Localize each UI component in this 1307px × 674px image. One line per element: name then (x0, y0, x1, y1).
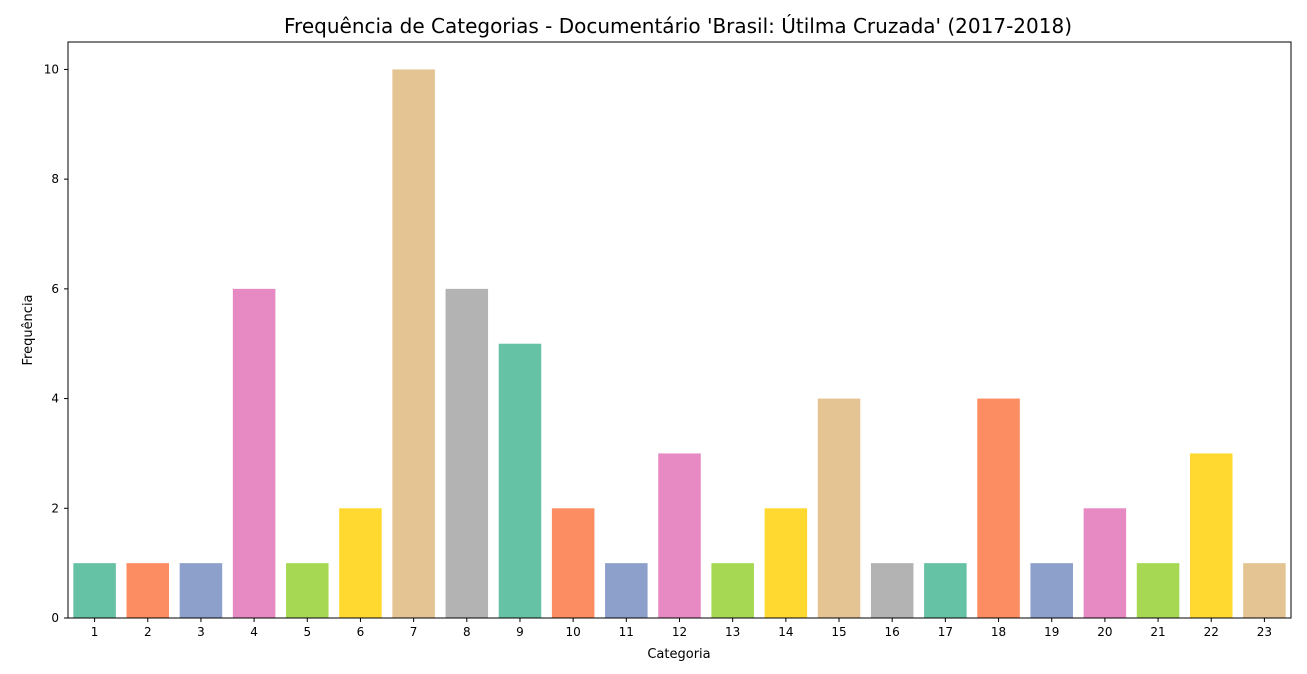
x-tick-label: 23 (1257, 625, 1272, 639)
bars-group (73, 69, 1286, 618)
x-tick-label: 22 (1204, 625, 1219, 639)
bar-category-9 (498, 343, 542, 618)
y-tick-label: 6 (51, 282, 59, 296)
x-tick-label: 9 (516, 625, 524, 639)
bar-category-21 (1136, 563, 1180, 618)
x-tick-label: 12 (672, 625, 687, 639)
bar-category-16 (870, 563, 914, 618)
bar-category-13 (711, 563, 754, 618)
x-tick-label: 3 (197, 625, 205, 639)
bar-category-4 (232, 288, 276, 618)
y-axis-ticks: 0 2 4 6 8 10 (44, 62, 68, 625)
bar-category-20 (1083, 508, 1127, 618)
x-tick-label: 11 (619, 625, 634, 639)
bar-category-1 (73, 563, 116, 618)
bar-category-15 (817, 398, 861, 618)
bar-category-8 (445, 288, 489, 618)
x-tick-label: 20 (1097, 625, 1112, 639)
x-tick-label: 4 (250, 625, 258, 639)
x-tick-label: 13 (725, 625, 740, 639)
y-tick-label: 0 (51, 611, 59, 625)
y-tick-label: 10 (44, 62, 59, 76)
x-tick-label: 14 (778, 625, 793, 639)
bar-category-17 (924, 563, 967, 618)
x-tick-label: 17 (938, 625, 953, 639)
bar-category-18 (977, 398, 1020, 618)
x-tick-label: 5 (303, 625, 311, 639)
y-tick-label: 8 (51, 172, 59, 186)
bar-category-7 (392, 69, 435, 618)
x-axis-label: Categoria (647, 647, 710, 662)
x-tick-label: 2 (144, 625, 152, 639)
bar-category-6 (339, 508, 382, 618)
x-tick-label: 16 (885, 625, 900, 639)
x-tick-label: 8 (463, 625, 471, 639)
x-tick-label: 6 (357, 625, 365, 639)
bar-category-3 (179, 563, 223, 618)
x-tick-label: 19 (1044, 625, 1059, 639)
x-tick-label: 1 (91, 625, 99, 639)
chart-title: Frequência de Categorias - Documentário … (284, 14, 1072, 38)
x-tick-label: 10 (566, 625, 581, 639)
bar-category-19 (1030, 563, 1073, 618)
bar-category-23 (1243, 563, 1286, 618)
x-tick-label: 7 (410, 625, 418, 639)
x-tick-label: 15 (831, 625, 846, 639)
bar-category-14 (764, 508, 808, 618)
bar-category-11 (605, 563, 648, 618)
x-tick-label: 18 (991, 625, 1006, 639)
x-axis-ticks: 1 2 3 4 5 6 7 8 9 10 11 12 13 14 15 16 17 18 19 20 21 22 23 (91, 618, 1272, 639)
y-tick-label: 2 (51, 501, 59, 515)
y-tick-label: 4 (51, 392, 59, 406)
bar-category-2 (126, 563, 170, 618)
bar-category-10 (551, 508, 595, 618)
x-tick-label: 21 (1150, 625, 1165, 639)
bar-category-22 (1189, 453, 1233, 618)
y-axis-label: Frequência (21, 294, 36, 365)
bar-category-12 (658, 453, 701, 618)
bar-category-5 (286, 563, 329, 618)
